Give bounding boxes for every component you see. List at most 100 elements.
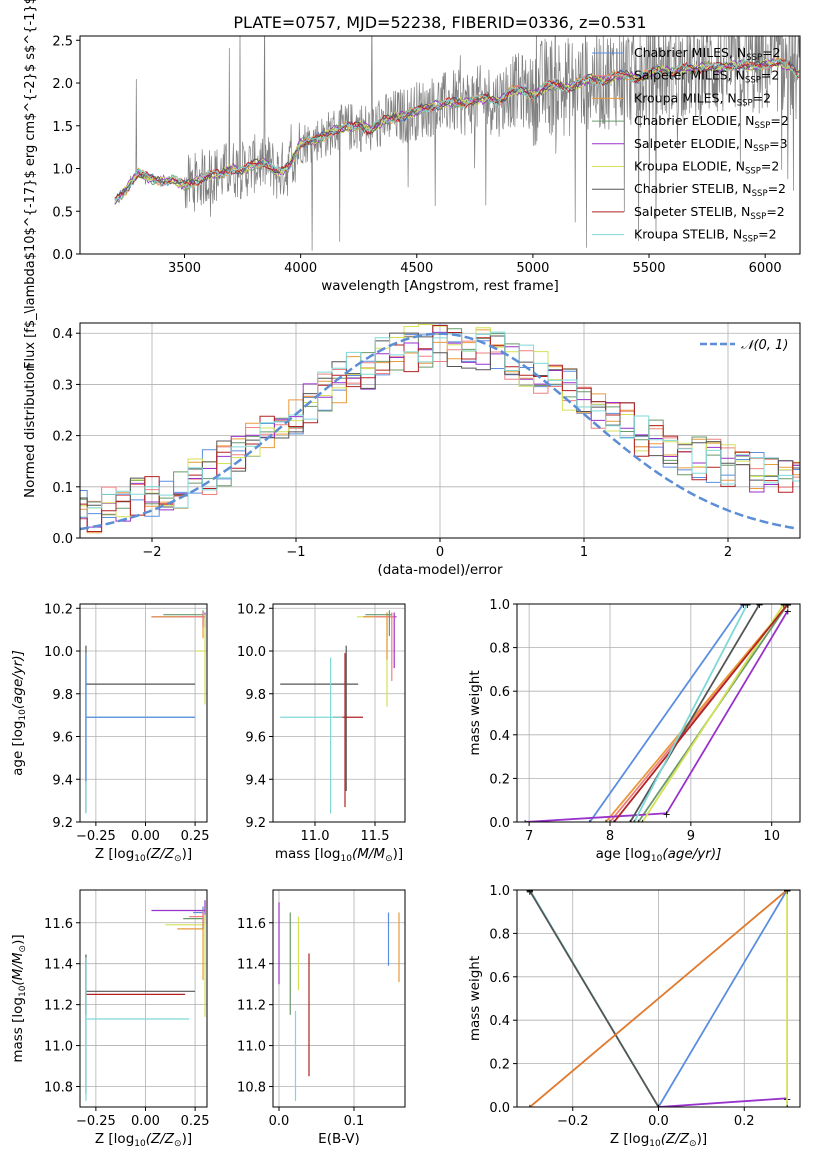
legend-label-sub: SSP	[745, 167, 761, 177]
x-tick-label: 0.00	[131, 1114, 160, 1129]
cdf-marker: +	[654, 1103, 662, 1114]
cdf-chabrier_miles	[657, 890, 788, 1107]
x-axis-label-end: )]	[182, 1131, 193, 1147]
cdf-marker: +	[638, 818, 646, 829]
x-tick-label: 11.5	[361, 829, 390, 844]
x-tick-label: −1	[286, 545, 305, 560]
y-axis-label-tail: (M/M	[10, 952, 26, 985]
y-tick-label: 9.8	[245, 688, 266, 703]
y-tick-label: 9.2	[52, 816, 73, 831]
x-tick-label: 0.25	[181, 1114, 210, 1129]
plot-area-residuals	[80, 324, 800, 534]
x-tick-label: 0.0	[648, 1114, 669, 1129]
x-tick-label: 10	[763, 829, 780, 844]
y-tick-label: 11.4	[44, 958, 73, 973]
cdf-kroupa_miles	[605, 604, 789, 822]
legend-label: Kroupa STELIB, NSSP=2	[634, 227, 777, 245]
x-axis-label-sub: 10	[651, 854, 663, 864]
y-axis-label: mass weight	[467, 670, 483, 755]
y-axis-label-tail: (age/yr)]	[10, 650, 26, 709]
x-tick-label: −0.25	[76, 829, 116, 844]
legend-label-sub: SSP	[754, 121, 770, 131]
legend-label-text: Chabrier ELODIE, N	[634, 113, 754, 128]
cdf-marker: +	[654, 1103, 662, 1114]
cdf-marker: +	[521, 818, 529, 829]
x-tick-label: 8	[606, 829, 614, 844]
y-tick-label: 0.4	[489, 729, 510, 744]
legend-label: Salpeter ELODIE, NSSP=3	[634, 136, 788, 154]
legend-label-text: Chabrier MILES, N	[634, 45, 746, 60]
axes-frame	[516, 889, 801, 1108]
y-axis-label: mass [log10(M/M⊙)]	[10, 934, 28, 1062]
y-tick-label: 2.0	[52, 77, 73, 92]
y-tick-label: 10.8	[44, 1081, 73, 1096]
spectrum-model-kroupa_stelib	[114, 57, 800, 201]
panel-age_vs_mass: 11.0 11.5 9.2 9.4 9.6 9.8 10.0 10.2 mass [log10(…	[237, 602, 406, 864]
axes-frame	[79, 35, 801, 255]
y-tick-label: 0.8	[489, 927, 510, 942]
y-tick-label: 10.0	[237, 645, 266, 660]
plot-area-mass_vs_ebv	[278, 902, 400, 1101]
spectrum-data-line	[114, 36, 800, 251]
legend-label-text: Kroupa MILES, N	[634, 90, 737, 105]
x-axis-label: Z [log10(Z/Z⊙)]	[95, 1131, 192, 1149]
plot-area-age_vs_mass	[280, 610, 397, 814]
cdf-marker: +	[739, 600, 747, 611]
cdf-chabrier_stelib	[529, 890, 660, 1107]
x-axis-label-text: Z [log	[610, 1131, 649, 1147]
y-tick-label: 9.4	[245, 773, 266, 788]
x-tick-label: 7	[525, 829, 533, 844]
x-tick-label: 4000	[284, 261, 317, 276]
plot-area-spectrum	[114, 36, 800, 251]
legend-label-text: Salpeter STELIB, N	[634, 204, 750, 219]
y-tick-label: 1.0	[52, 163, 73, 178]
cdf-marker: +	[610, 818, 618, 829]
panel-residuals: −2 −1 0 1 2 0.0 0.1 0.2 0.3 0.4 (data-model)/error…	[22, 322, 801, 578]
legend-label-tail: =2	[758, 227, 776, 242]
cdf-marker: +	[626, 818, 634, 829]
x-tick-label: 0.0	[269, 1114, 290, 1129]
cdf-chabrier_miles	[589, 604, 745, 822]
y-tick-label: 0.4	[489, 1014, 510, 1029]
cdf-kroupa_elodie	[641, 604, 785, 822]
cdf-marker: +	[780, 600, 788, 611]
y-tick-label: 1.0	[489, 884, 510, 899]
y-tick-label: 0.1	[52, 481, 73, 496]
x-axis-label-tail: (Z/Z	[146, 846, 175, 862]
axes-frame	[516, 603, 801, 823]
y-tick-label: 0.2	[489, 1058, 510, 1073]
axes-frame	[272, 603, 406, 823]
x-tick-label: 0.25	[181, 829, 210, 844]
cdf-kroupa_stelib	[633, 604, 749, 822]
x-axis-label-sun: ⊙	[385, 854, 393, 864]
cdf-marker: +	[654, 1103, 662, 1114]
y-tick-label: 10.2	[44, 602, 73, 617]
x-axis-label-sun: ⊙	[689, 1139, 697, 1149]
y-tick-label: 1.0	[489, 598, 510, 613]
legend-label-tail: =2	[753, 90, 771, 105]
x-tick-label: 1	[580, 545, 588, 560]
x-tick-label: 5000	[516, 261, 549, 276]
plot-area-mass_weight_vs_Z: ++++++++++++	[526, 890, 791, 1114]
normal-curve	[80, 332, 798, 531]
x-axis-label-end: )]	[182, 846, 193, 862]
histogram-kroupa_stelib	[80, 331, 800, 518]
cdf-orange_line	[529, 890, 788, 1107]
panel-spectrum: 3500 4000 4500 5000 5500 6000 0.0 0.5 1.0 1.5 2.0 2…	[23, 0, 801, 369]
y-tick-label: 2.5	[52, 34, 73, 49]
legend-label-text: Salpeter ELODIE, N	[634, 136, 753, 151]
legend-label-tail: =2	[770, 113, 788, 128]
y-axis-label-sun: ⊙	[18, 945, 28, 953]
x-axis-label-sub: 10	[134, 1139, 146, 1149]
y-tick-label: 11.6	[237, 917, 266, 932]
y-tick-label: 0.2	[52, 430, 73, 445]
y-tick-label: 10.0	[44, 645, 73, 660]
cdf-marker: +	[743, 600, 751, 611]
x-axis-label-sub: 10	[649, 1139, 661, 1149]
spectrum-model-salpeter_stelib	[114, 58, 800, 200]
y-tick-label: 0.0	[52, 532, 73, 547]
cdf-marker: +	[526, 1103, 534, 1114]
x-axis-label: mass [log10(M/M⊙)]	[275, 846, 403, 864]
x-axis-label: wavelength [Angstrom, rest frame]	[321, 278, 559, 294]
cdf-marker: +	[602, 818, 610, 829]
